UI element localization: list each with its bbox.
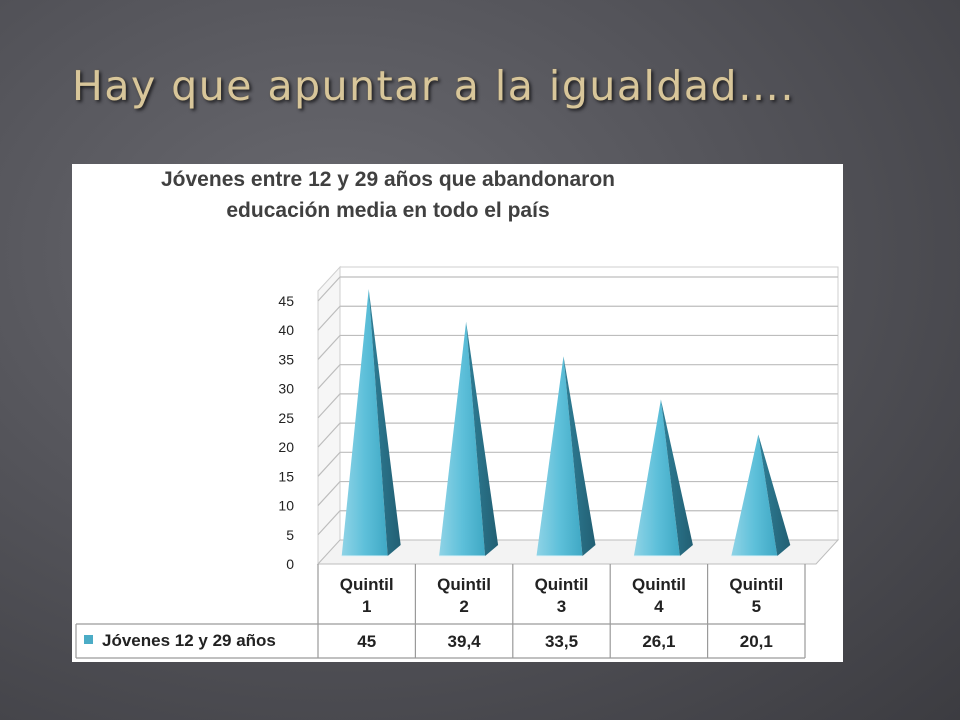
gridline <box>317 334 838 360</box>
chart-title-line-2: educación media en todo el país <box>226 199 550 222</box>
side-wall <box>317 265 341 566</box>
category-label: Quintil <box>437 575 491 594</box>
y-tick-label: 45 <box>278 293 294 309</box>
pyramid-bar-front <box>439 321 486 556</box>
data-label: 33,5 <box>545 632 578 651</box>
gridline <box>317 393 838 419</box>
y-tick-label: 25 <box>278 410 294 426</box>
category-label: Quintil <box>535 575 589 594</box>
data-label: 20,1 <box>740 632 773 651</box>
category-label: Quintil <box>340 575 394 594</box>
pyramid-bar-front <box>341 289 388 556</box>
pyramid-bar-side <box>758 434 791 556</box>
slide-title: Hay que apuntar a la igualdad…. <box>72 62 796 110</box>
category-label: 5 <box>752 597 761 616</box>
category-label: 1 <box>362 597 371 616</box>
chart-panel: Jóvenes entre 12 y 29 años que abandonar… <box>72 164 843 662</box>
gridline <box>317 276 838 302</box>
gridline <box>317 422 838 448</box>
category-label: Quintil <box>729 575 783 594</box>
chart-title: Jóvenes entre 12 y 29 años que abandonar… <box>72 164 704 226</box>
pyramid-bar-side <box>563 356 596 556</box>
gridline <box>317 364 838 390</box>
legend-key <box>84 635 93 644</box>
pyramid-bar-front <box>633 399 680 556</box>
pyramid-bar-side <box>368 289 401 556</box>
category-label: Quintil <box>632 575 686 594</box>
gridline <box>317 305 838 331</box>
y-tick-label: 10 <box>278 498 294 514</box>
legend-series-name: Jóvenes 12 y 29 años <box>102 631 276 650</box>
y-tick-label: 40 <box>278 322 294 338</box>
y-tick-label: 35 <box>278 351 294 367</box>
pyramid-bar-side <box>660 399 693 556</box>
pyramid-bar-front <box>731 434 778 556</box>
chart-title-line-1: Jóvenes entre 12 y 29 años que abandonar… <box>161 168 615 191</box>
pyramid-bar-front <box>536 356 583 556</box>
data-label: 26,1 <box>642 632 675 651</box>
data-label: 45 <box>357 632 376 651</box>
y-tick-label: 0 <box>286 556 294 572</box>
y-tick-label: 20 <box>278 439 294 455</box>
y-tick-label: 5 <box>286 527 294 543</box>
pyramid-bar-side <box>466 321 499 556</box>
category-label: 2 <box>459 597 468 616</box>
data-label: 39,4 <box>448 632 482 651</box>
y-tick-label: 15 <box>278 468 294 484</box>
category-label: 3 <box>557 597 566 616</box>
y-tick-label: 30 <box>278 381 294 397</box>
category-label: 4 <box>654 597 664 616</box>
